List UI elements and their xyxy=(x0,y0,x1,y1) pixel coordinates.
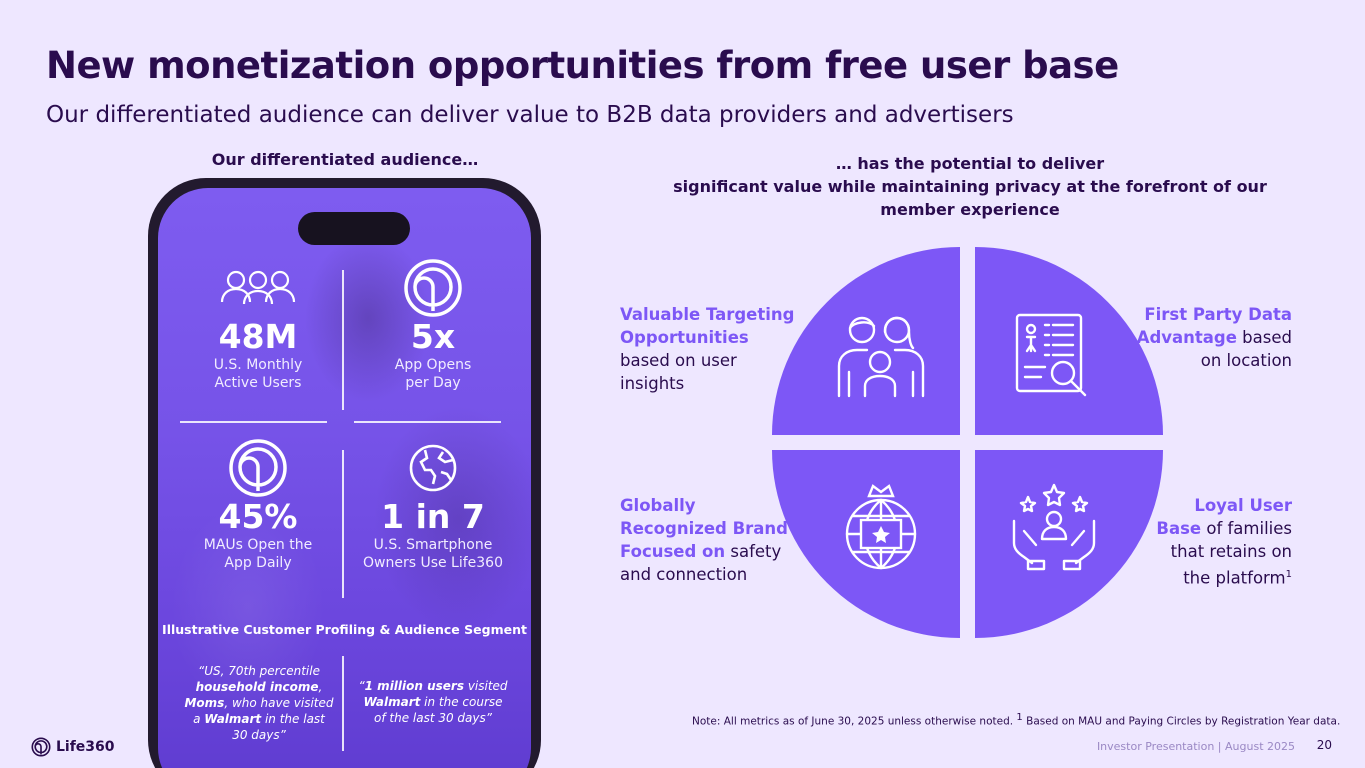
highlight-text: Loyal User Base xyxy=(1156,496,1292,538)
hands-stars-icon xyxy=(1008,481,1100,577)
highlight-text: Globally Recognized Brand Focused on xyxy=(620,496,788,561)
globe-badge-icon xyxy=(839,482,923,576)
footnote: Note: All metrics as of June 30, 2025 un… xyxy=(692,712,1340,728)
stat-label: MAUs Open the xyxy=(203,537,313,553)
people-icon xyxy=(178,258,338,318)
divider xyxy=(354,421,501,423)
right-heading-line-2: significant value while maintaining priv… xyxy=(673,177,1267,196)
page-number: 20 xyxy=(1316,738,1332,752)
quote-emphasis: Walmart xyxy=(204,712,262,726)
stat-value: 1 in 7 xyxy=(381,497,485,536)
quote-text: in the course of the last 30 days” xyxy=(374,695,503,725)
presentation-label: Investor Presentation | August 2025 xyxy=(1096,740,1295,753)
stat-label: App Opens xyxy=(394,357,472,373)
quote-text: “ xyxy=(358,679,365,693)
page-title: New monetization opportunities from free… xyxy=(46,44,1119,87)
quote-text: in the last 30 days” xyxy=(232,712,325,742)
life360-logo: Life360 xyxy=(31,737,115,757)
body-text: safety and connection xyxy=(620,542,782,584)
quadrant-targeting xyxy=(772,247,960,435)
footnote-marker: 1 xyxy=(1016,712,1023,723)
body-text: of families that retains on the platform xyxy=(1170,519,1292,588)
logo-text: Life360 xyxy=(56,739,115,755)
text-loyal-users: Loyal User Base of families that retains… xyxy=(1150,494,1292,590)
highlight-text: Valuable Targeting Opportunities xyxy=(620,305,795,347)
globe-icon xyxy=(353,438,513,498)
text-targeting: Valuable Targeting Opportunities based o… xyxy=(620,303,800,395)
highlight-text: First Party Data Advantage xyxy=(1136,305,1292,347)
stat-label: Owners Use Life360 xyxy=(362,555,503,571)
background-photo xyxy=(158,188,531,768)
family-icon xyxy=(835,310,927,402)
life360-logo-icon xyxy=(31,737,51,757)
right-heading-line-3: member experience xyxy=(880,200,1060,219)
divider xyxy=(180,421,327,423)
stat-daily-open: 45% MAUs Open the App Daily xyxy=(178,438,338,572)
quote-emphasis: Moms xyxy=(184,696,225,710)
footnote-text: Based on MAU and Paying Circles by Regis… xyxy=(1022,715,1341,728)
quote-text: , xyxy=(318,680,323,694)
phone-mockup: 48M U.S. Monthly Active Users 5x App Ope… xyxy=(148,178,541,768)
footnote-text: Note: All metrics as of June 30, 2025 un… xyxy=(692,715,1017,728)
stat-label: App Daily xyxy=(224,555,292,571)
stat-app-opens: 5x App Opens per Day xyxy=(353,258,513,392)
right-heading: … has the potential to deliver significa… xyxy=(640,152,1300,221)
stat-value: 45% xyxy=(218,497,298,536)
right-heading-line-1: … has the potential to deliver xyxy=(835,154,1105,173)
stat-label: Active Users xyxy=(214,375,302,391)
stat-label: per Day xyxy=(405,375,461,391)
quote-emphasis: Walmart xyxy=(363,695,421,709)
stat-value: 5x xyxy=(410,317,456,356)
segment-title: Illustrative Customer Profiling & Audien… xyxy=(162,622,527,637)
quote-right: “1 million users visited Walmart in the … xyxy=(358,678,508,726)
quadrant-global-brand xyxy=(772,450,960,638)
quote-left: “US, 70th percentile household income, M… xyxy=(184,663,334,743)
quote-text: “US, 70th percentile xyxy=(198,664,320,678)
quote-emphasis: 1 million users xyxy=(364,679,464,693)
body-text: based on user insights xyxy=(620,351,737,393)
left-heading: Our differentiated audience… xyxy=(211,150,479,169)
divider xyxy=(342,450,344,598)
document-search-icon xyxy=(1013,311,1095,401)
phone-notch xyxy=(298,212,410,245)
divider xyxy=(342,270,344,410)
quadrant-loyal-users xyxy=(975,450,1163,638)
quote-text: visited xyxy=(464,679,508,693)
stat-label: U.S. Monthly xyxy=(213,357,303,373)
stat-monthly-users: 48M U.S. Monthly Active Users xyxy=(178,258,338,392)
life360-ring-icon xyxy=(178,438,338,498)
text-global-brand: Globally Recognized Brand Focused on saf… xyxy=(620,494,790,586)
divider xyxy=(342,656,344,751)
page-subtitle: Our differentiated audience can deliver … xyxy=(46,102,1014,128)
text-first-party-data: First Party Data Advantage based on loca… xyxy=(1120,303,1292,372)
phone-screen: 48M U.S. Monthly Active Users 5x App Ope… xyxy=(158,188,531,768)
quote-text: , who have visited a xyxy=(193,696,334,726)
body-text: based on location xyxy=(1200,328,1292,370)
stat-smartphone-owners: 1 in 7 U.S. Smartphone Owners Use Life36… xyxy=(353,438,513,572)
life360-ring-icon xyxy=(353,258,513,318)
footnote-marker: 1 xyxy=(1285,569,1292,580)
stat-label: U.S. Smartphone xyxy=(373,537,493,553)
stat-value: 48M xyxy=(218,317,298,356)
quote-emphasis: household income xyxy=(195,680,319,694)
